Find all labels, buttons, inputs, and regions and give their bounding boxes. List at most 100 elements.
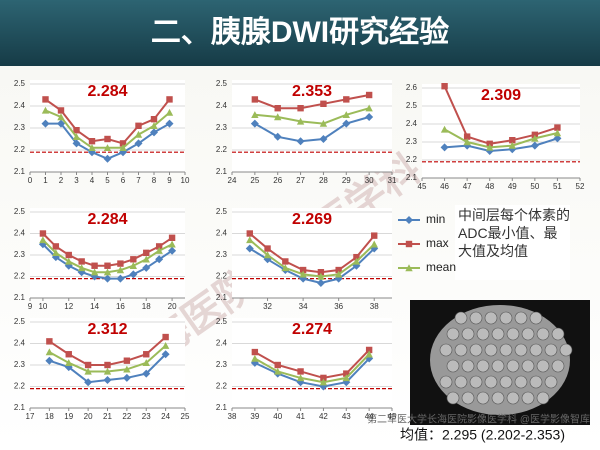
x-tick-label: 16 (116, 302, 125, 311)
x-tick-label: 24 (228, 176, 237, 185)
marker (281, 264, 290, 272)
marker (88, 138, 96, 145)
marker (161, 341, 170, 349)
marker (299, 270, 307, 278)
marker (65, 351, 72, 358)
y-tick-label: 2.2 (406, 155, 418, 164)
x-tick-label: 24 (161, 412, 170, 421)
y-tick-label: 2.2 (216, 382, 228, 391)
series-line (254, 357, 370, 388)
y-tick-label: 2.5 (406, 101, 418, 110)
x-tick-label: 28 (319, 176, 328, 185)
roi-cell (454, 343, 468, 357)
y-tick-label: 2.3 (406, 137, 418, 146)
roi-cell (461, 359, 475, 373)
marker (365, 113, 374, 121)
marker (553, 129, 562, 137)
marker (65, 251, 72, 259)
roi-cell (551, 327, 565, 341)
roi-cell (529, 343, 543, 357)
x-tick-label: 21 (103, 412, 112, 421)
marker (530, 141, 539, 150)
roi-cell (536, 327, 550, 341)
marker (342, 119, 351, 128)
y-tick-label: 2.4 (216, 339, 228, 348)
x-tick-label: 26 (273, 176, 282, 185)
marker (162, 333, 169, 341)
marker (39, 236, 47, 244)
marker (463, 133, 471, 140)
marker (365, 91, 373, 99)
y-tick-label: 2.3 (14, 360, 26, 369)
x-tick-label: 48 (485, 182, 494, 191)
roi-cell (544, 343, 558, 357)
marker (65, 257, 73, 265)
y-tick-label: 2.1 (406, 173, 418, 182)
marker (531, 134, 539, 142)
roi-cell (491, 327, 505, 341)
marker (57, 113, 65, 121)
marker (116, 266, 125, 274)
marker (335, 266, 342, 274)
series-line (254, 94, 370, 110)
marker (73, 127, 80, 134)
marker (342, 374, 350, 382)
marker (296, 117, 305, 125)
marker (251, 348, 259, 356)
marker (371, 232, 378, 239)
series-line (444, 137, 558, 153)
x-tick-label: 7 (136, 176, 141, 185)
marker (143, 249, 150, 257)
legend-label: mean (426, 260, 456, 274)
roi-cell (514, 311, 528, 325)
marker (296, 374, 305, 382)
marker (274, 361, 281, 369)
marker (72, 133, 81, 140)
roi-cell (469, 311, 483, 325)
marker (46, 338, 53, 345)
marker (405, 240, 413, 248)
x-tick-label: 50 (530, 182, 539, 191)
y-tick-label: 2.2 (14, 382, 26, 391)
x-tick-label: 0 (28, 176, 33, 185)
x-tick-label: 46 (440, 182, 449, 191)
marker (296, 137, 305, 146)
marker (84, 361, 92, 369)
marker (334, 270, 343, 278)
roi-cell (514, 343, 528, 357)
x-tick-label: 30 (365, 176, 374, 185)
x-tick-label: 22 (122, 412, 131, 421)
marker (282, 258, 289, 265)
series-line (254, 107, 370, 125)
marker (78, 258, 85, 265)
x-tick-label: 9 (167, 176, 172, 185)
marker (343, 96, 350, 103)
marker (168, 246, 177, 255)
x-tick-label: 39 (250, 412, 259, 421)
x-tick-label: 4 (90, 176, 95, 185)
roi-cell (521, 359, 535, 373)
annotation: 2.284 (87, 211, 127, 228)
marker (52, 243, 60, 250)
x-tick-label: 27 (296, 176, 305, 185)
marker (143, 351, 150, 358)
roi-cell (499, 343, 513, 357)
x-tick-label: 2 (59, 176, 64, 185)
x-tick-label: 19 (64, 412, 73, 421)
x-tick-label: 9 (28, 302, 33, 311)
x-tick-label: 6 (121, 176, 126, 185)
slide-title: 二、胰腺DWI研究经验 (151, 15, 449, 49)
marker (150, 122, 158, 129)
x-tick-label: 40 (273, 412, 282, 421)
marker (352, 257, 361, 265)
marker (168, 240, 176, 248)
y-tick-label: 2.2 (216, 145, 228, 154)
marker (441, 83, 448, 90)
marker (508, 141, 516, 149)
y-tick-label: 2.4 (216, 229, 228, 238)
series-line (254, 116, 370, 143)
x-tick-label: 44 (365, 412, 374, 421)
series-line (443, 85, 558, 145)
y-tick-label: 2.2 (14, 272, 26, 281)
